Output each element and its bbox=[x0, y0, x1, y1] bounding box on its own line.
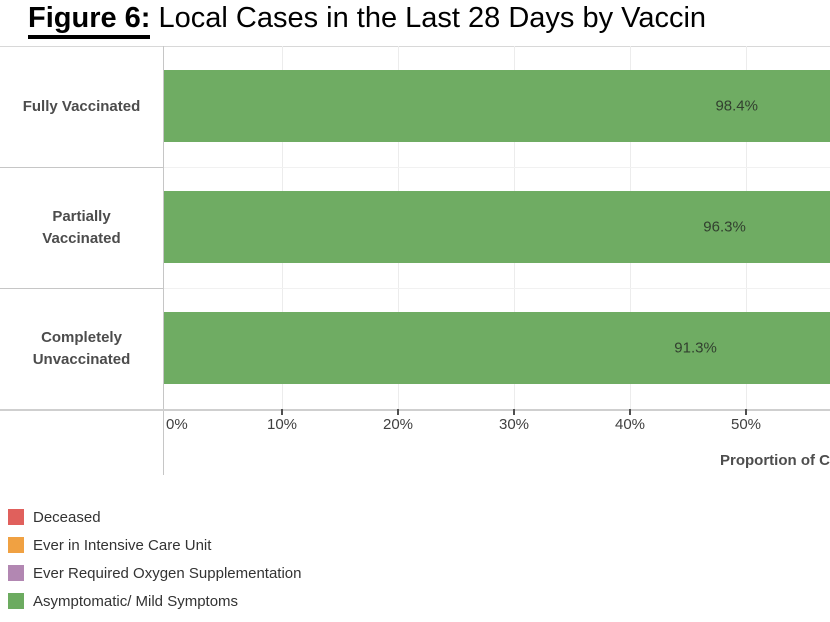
category-axis: Fully Vaccinated Partially Vaccinated Compl… bbox=[0, 46, 163, 409]
tick-mark-10% bbox=[281, 409, 283, 415]
tick-mark-40% bbox=[629, 409, 631, 415]
y-axis-line bbox=[163, 46, 164, 475]
figure-title-prefix: Figure 6: bbox=[28, 2, 151, 39]
plot-area: 98.4% 96.3% 91.3% bbox=[164, 46, 830, 409]
legend-item-asymptomatic-mild-symptoms: Asymptomatic/ Mild Symptoms bbox=[8, 587, 302, 615]
legend-swatch bbox=[8, 537, 24, 553]
legend-item-ever-in-intensive-care-unit: Ever in Intensive Care Unit bbox=[8, 531, 302, 559]
tick-mark-30% bbox=[513, 409, 515, 415]
tick-label-0%: 0% bbox=[166, 416, 188, 433]
row-divider bbox=[164, 288, 830, 289]
tick-label-50%: 50% bbox=[730, 416, 762, 433]
x-axis-line bbox=[0, 409, 830, 411]
legend-label: Asymptomatic/ Mild Symptoms bbox=[33, 592, 239, 610]
bar-fully-vaccinated bbox=[164, 70, 830, 142]
legend-label: Deceased bbox=[33, 508, 101, 526]
bar-value-label: 96.3% bbox=[703, 218, 746, 236]
category-label-line: Fully Vaccinated bbox=[22, 97, 141, 115]
category-label-line: Completely bbox=[41, 328, 122, 346]
category-label-partially-vaccinated: Partially Vaccinated bbox=[0, 167, 163, 288]
legend-item-ever-required-oxygen-supplementation: Ever Required Oxygen Supplementation bbox=[8, 559, 302, 587]
figure-title-text: Local Cases in the Last 28 Days by Vacci… bbox=[150, 2, 707, 34]
legend-swatch bbox=[8, 565, 24, 581]
tick-label-30%: 30% bbox=[498, 416, 530, 433]
bar-value-label: 98.4% bbox=[715, 97, 758, 115]
legend-item-deceased: Deceased bbox=[8, 503, 302, 531]
x-axis-title: Proportion of C bbox=[720, 452, 830, 469]
category-label-completely-unvaccinated: Completely Unvaccinated bbox=[0, 288, 163, 409]
chart-top-border bbox=[0, 46, 830, 47]
tick-label-10%: 10% bbox=[266, 416, 298, 433]
row-divider bbox=[164, 167, 830, 168]
figure-title: Figure 6: Local Cases in the Last 28 Day… bbox=[28, 2, 830, 48]
bar-partially-vaccinated bbox=[164, 191, 830, 263]
legend-label: Ever Required Oxygen Supplementation bbox=[33, 564, 302, 582]
legend-label: Ever in Intensive Care Unit bbox=[33, 536, 212, 554]
bar-value-label: 91.3% bbox=[674, 339, 717, 357]
category-label-fully-vaccinated: Fully Vaccinated bbox=[0, 46, 163, 167]
category-label-line: Unvaccinated bbox=[32, 350, 131, 368]
tick-mark-20% bbox=[397, 409, 399, 415]
tick-mark-50% bbox=[745, 409, 747, 415]
row-divider bbox=[0, 167, 163, 168]
legend-swatch bbox=[8, 593, 24, 609]
category-label-line: Vaccinated bbox=[42, 229, 121, 247]
tick-label-20%: 20% bbox=[382, 416, 414, 433]
row-divider bbox=[0, 288, 163, 289]
legend: Deceased Ever in Intensive Care Unit Ever … bbox=[8, 503, 302, 615]
bar-completely-unvaccinated bbox=[164, 312, 830, 384]
category-label-line: Partially bbox=[52, 207, 111, 225]
tick-label-40%: 40% bbox=[614, 416, 646, 433]
legend-swatch bbox=[8, 509, 24, 525]
